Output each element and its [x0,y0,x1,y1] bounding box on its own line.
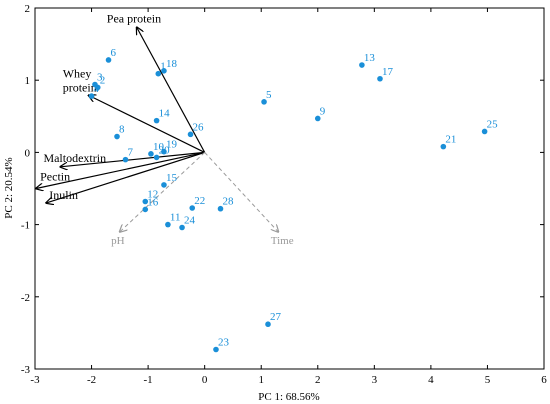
point-label-9: 9 [320,105,326,117]
x-tick-label: -3 [30,374,40,386]
y-tick-label: 0 [25,147,31,159]
x-tick-label: -1 [144,374,153,386]
point-9 [314,115,321,122]
point-label-5: 5 [266,89,272,101]
point-label-4: 4 [94,83,100,95]
vector-label-pea-protein: Pea protein [107,11,161,25]
vector-label-pectin: Pectin [40,170,70,184]
x-tick-label: 5 [485,374,491,386]
point-label-24: 24 [184,214,196,226]
x-axis: -3 -2 -1 0 1 2 3 4 5 6 [30,8,547,386]
y-tick-label: -2 [21,292,30,304]
point-label-8: 8 [119,124,125,136]
x-tick-label: 4 [428,374,434,386]
x-tick-label: 2 [315,374,321,386]
point-label-22: 22 [194,195,205,207]
point-label-21: 21 [445,134,456,146]
point-22 [189,205,196,211]
point-label-1: 1 [160,61,166,73]
point-label-2: 2 [100,74,106,86]
point-8 [114,133,120,140]
point-20 [153,154,160,161]
vector-label-maltodextrin: Maltodextrin [43,151,106,165]
vector-inulin [46,151,205,203]
point-11 [165,221,171,228]
vector-whey-protein [89,95,205,153]
point-14 [153,117,160,124]
y-tick-label: 1 [25,75,31,87]
point-label-27: 27 [270,311,282,323]
vector-label-time: Time [271,235,294,247]
vector-ph [120,152,206,231]
point-label-14: 14 [159,108,171,120]
point-17 [377,75,383,82]
vector-pectin [36,151,205,188]
plot-frame [34,7,545,370]
point-label-26: 26 [193,121,205,133]
x-tick-label: 1 [258,374,264,386]
vector-time [204,152,279,231]
point-3 [92,81,98,88]
point-label-19: 19 [166,139,178,151]
point-28 [217,205,224,212]
point-10 [148,151,154,157]
point-label-13: 13 [364,52,376,64]
vector-label-whey-protein: Whey protein [63,66,97,94]
point-label-6: 6 [111,47,117,59]
point-4 [88,93,95,99]
x-tick-label: 3 [372,374,378,386]
point-25 [481,128,488,135]
point-23 [213,346,219,353]
y-axis: 210-1-2-3 [21,3,544,376]
vector-label-ph: pH [111,235,125,247]
vector-pea-protein [137,27,206,153]
point-label-10: 10 [153,141,165,153]
point-12 [142,198,149,205]
point-1 [155,70,162,77]
x-tick-label: 0 [202,374,208,386]
x-tick-label: 6 [541,374,547,386]
point-13 [359,62,365,68]
point-label-25: 25 [487,118,499,130]
point-18 [161,68,167,74]
y-tick-label: -3 [21,364,31,376]
point-label-7: 7 [127,147,133,159]
point-16 [142,206,149,213]
point-label-17: 17 [382,66,394,78]
point-label-18: 18 [166,58,178,70]
vector-maltodextrin [60,151,205,166]
point-26 [187,131,194,138]
y-tick-label: 2 [25,3,31,15]
point-7 [122,156,129,163]
point-label-11: 11 [170,212,181,224]
point-label-12: 12 [147,188,158,200]
point-5 [261,99,267,105]
point-label-3: 3 [97,72,103,84]
point-19 [161,148,167,155]
point-21 [440,143,447,150]
point-label-28: 28 [223,196,235,208]
x-tick-label: -2 [87,374,96,386]
point-label-15: 15 [166,172,178,184]
point-27 [265,321,271,328]
y-tick-label: -1 [21,220,30,232]
point-15 [161,182,167,188]
point-24 [179,224,185,231]
point-label-23: 23 [218,337,230,349]
y-axis-title: PC 2: 20.54% [3,157,15,218]
point-6 [105,57,112,63]
point-label-20: 20 [159,144,171,156]
x-axis-title: PC 1: 68.56% [258,391,319,403]
loading-vectors: Pea protein Whey protein Maltodextrin Pectin… [36,11,294,247]
point-label-16: 16 [147,196,159,208]
vector-label-inulin: Inulin [49,188,78,202]
